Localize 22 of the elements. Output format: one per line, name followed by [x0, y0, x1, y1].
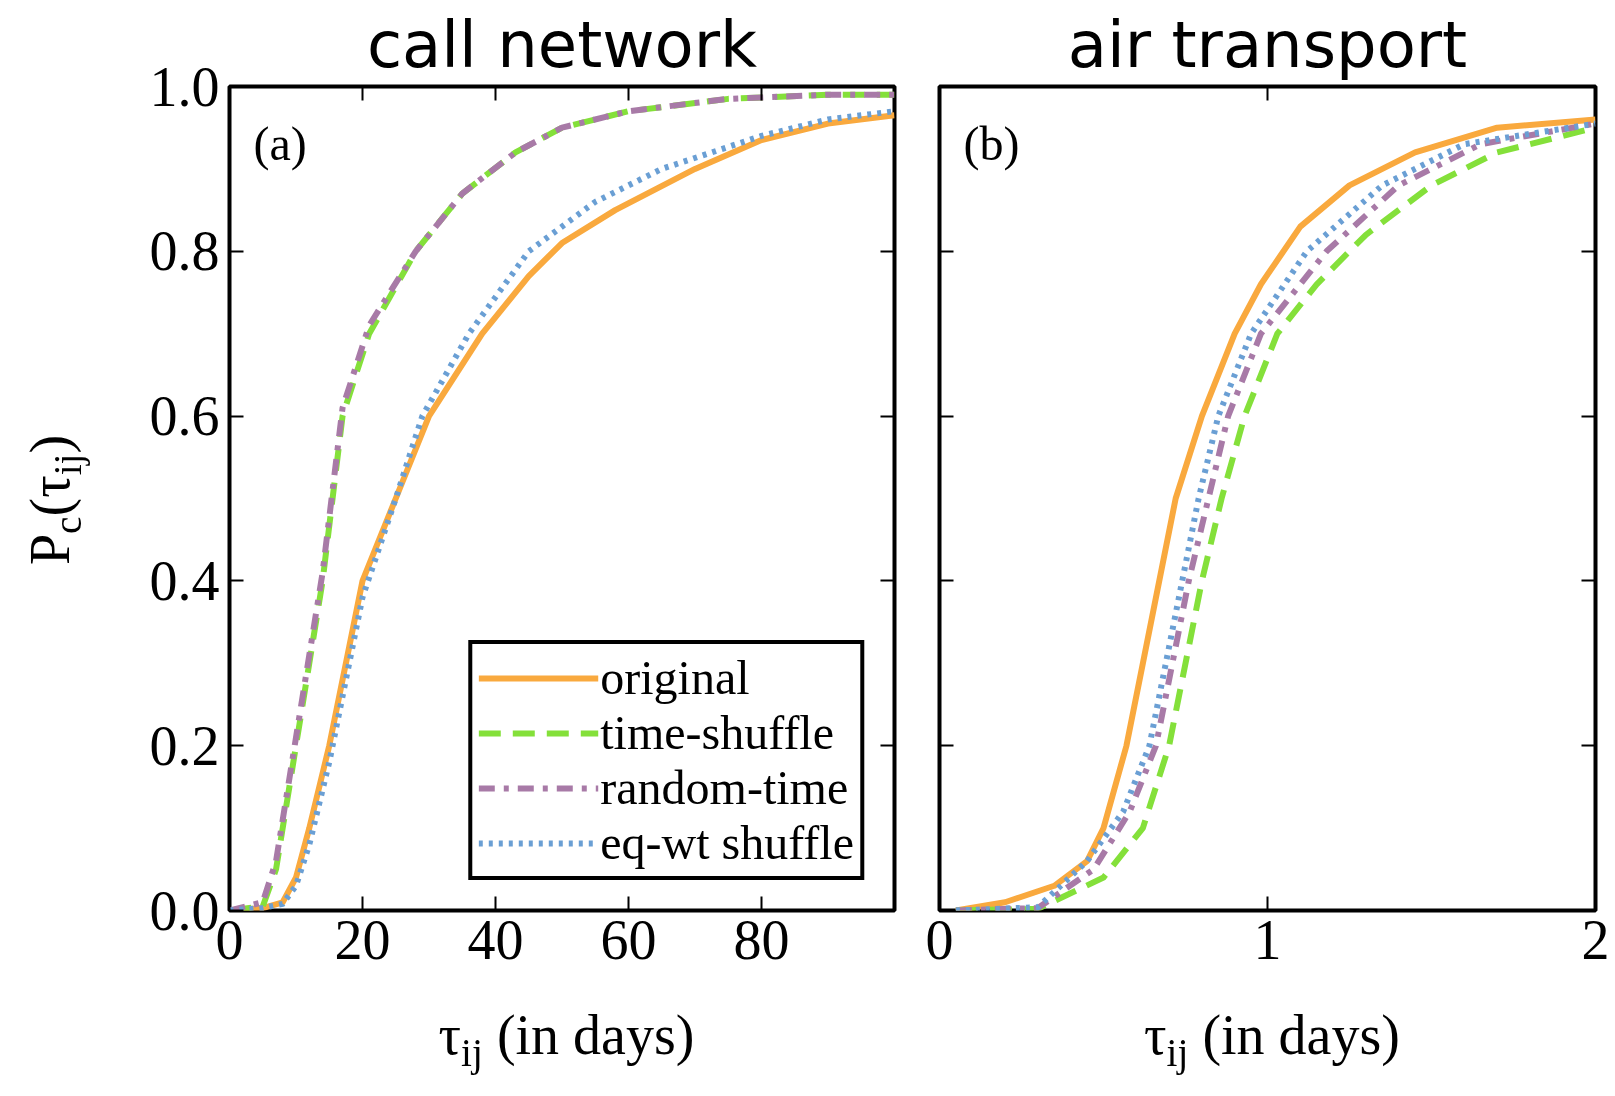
x-tick-label: 60 — [600, 908, 657, 971]
chart-title: call network — [366, 7, 758, 82]
legend-label: original — [600, 650, 750, 705]
annotation: (a) — [253, 116, 307, 171]
x-tick-label: 40 — [467, 908, 524, 971]
x-tick-label: 20 — [334, 908, 391, 971]
legend-label: eq-wt shuffle — [600, 815, 854, 870]
y-tick-label: 0.2 — [149, 714, 220, 777]
x-axis-title: τ$_{ij}$ (in days) — [1143, 1003, 1401, 1077]
x-tick-label: 1 — [1253, 908, 1282, 971]
y-tick-label: 0.8 — [149, 220, 220, 283]
x-axis-title: τ$_{ij}$ (in days) — [437, 1003, 696, 1077]
x-tick-label: 80 — [733, 908, 790, 971]
x-tick-label: 0 — [925, 908, 954, 971]
legend-label: time-shuffle — [600, 705, 834, 760]
y-tick-label: 0.6 — [149, 385, 220, 448]
annotation: (b) — [963, 116, 1020, 171]
x-tick-label: 2 — [1581, 908, 1610, 971]
y-tick-label: 0.4 — [149, 549, 220, 612]
chart-title: air transport — [1067, 7, 1468, 82]
legend-label: random-time — [600, 760, 849, 815]
y-tick-label: 1.0 — [149, 55, 220, 118]
